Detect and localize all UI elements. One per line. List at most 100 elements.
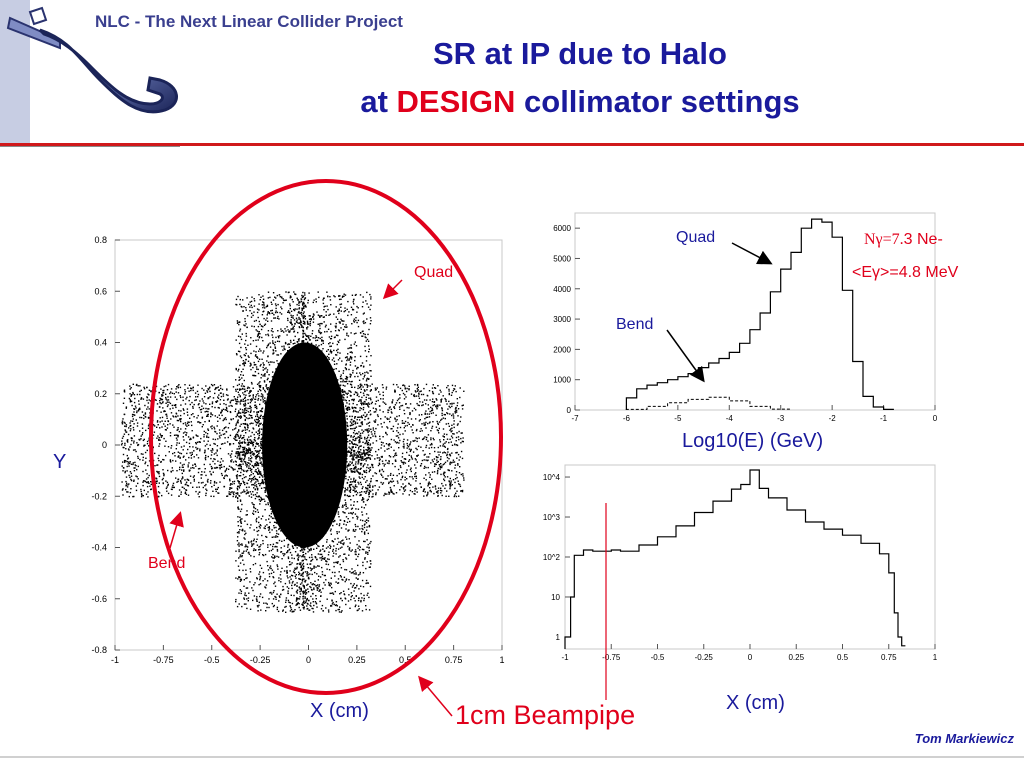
scatter-point — [402, 392, 405, 395]
scatter-point — [447, 469, 449, 471]
scatter-point — [365, 469, 368, 472]
scatter-point — [440, 456, 442, 458]
scatter-point — [389, 486, 392, 489]
scatter-point — [281, 540, 283, 542]
scatter-point — [145, 478, 148, 480]
scatter-point — [450, 428, 452, 430]
scatter-point — [379, 469, 381, 471]
scatter-point — [430, 462, 432, 464]
scatter-point — [338, 370, 340, 372]
scatter-point — [236, 470, 239, 473]
scatter-point — [424, 418, 426, 420]
scatter-point — [457, 480, 459, 482]
scatter-point — [207, 455, 209, 458]
scatter-point — [219, 447, 222, 450]
scatter-point — [251, 431, 253, 434]
scatter-point — [319, 316, 321, 318]
scatter-point — [370, 428, 372, 430]
scatter-point — [396, 399, 399, 402]
scatter-point — [356, 305, 358, 308]
scatter-point — [255, 484, 258, 486]
scatter-point — [345, 405, 347, 407]
scatter-point — [386, 462, 389, 464]
scatter-point — [426, 436, 428, 439]
scatter-point — [154, 398, 156, 401]
scatter-point — [214, 463, 216, 465]
scatter-point — [386, 478, 388, 480]
scatter-point — [246, 423, 248, 425]
scatter-point — [249, 391, 251, 393]
scatter-point — [181, 464, 184, 466]
scatter-point — [387, 411, 389, 414]
scatter-point — [256, 479, 259, 481]
scatter-point — [216, 488, 218, 490]
scatter-point — [390, 446, 392, 448]
scatter-point — [214, 443, 216, 445]
scatter-point — [138, 438, 140, 441]
scatter-point — [230, 483, 232, 485]
scatter-point — [190, 438, 192, 440]
scatter-point — [124, 430, 127, 432]
scatter-point — [359, 407, 361, 409]
scatter-point — [131, 415, 134, 418]
scatter-point — [221, 429, 224, 432]
scatter-point — [443, 413, 445, 416]
scatter-point — [419, 401, 421, 403]
scatter-point — [341, 391, 344, 393]
scatter-point — [127, 461, 130, 463]
scatter-point — [302, 562, 305, 565]
scatter-point — [448, 458, 450, 460]
scatter-point — [245, 307, 247, 309]
scatter-point — [129, 401, 132, 403]
scatter-point — [174, 404, 177, 407]
scatter-point — [427, 459, 429, 461]
scatter-point — [227, 436, 229, 439]
scatter-point — [374, 433, 376, 435]
scatter-point — [443, 433, 446, 435]
scatter-point — [352, 456, 354, 458]
scatter-point — [409, 443, 411, 445]
scatter-point — [395, 452, 397, 454]
scatter-point — [280, 313, 283, 315]
scatter-point — [221, 409, 223, 411]
scatter-point — [449, 403, 451, 405]
scatter-point — [217, 397, 220, 399]
scatter-point — [229, 493, 232, 496]
scatter-point — [359, 491, 361, 494]
scatter-point — [429, 410, 431, 413]
scatter-point — [180, 491, 182, 493]
scatter-point — [424, 491, 426, 493]
scatter-point — [346, 424, 349, 426]
scatter-point — [230, 418, 232, 420]
scatter-point — [133, 495, 135, 498]
scatter-point — [342, 372, 344, 374]
scatter-point — [223, 399, 225, 401]
scatter-point — [180, 446, 183, 448]
scatter-point — [460, 432, 462, 434]
scatter-point — [188, 456, 190, 459]
scatter-point — [255, 354, 257, 356]
scatter-point — [144, 480, 146, 482]
scatter-point — [435, 414, 437, 416]
scatter-point — [445, 495, 447, 497]
scatter-point — [160, 460, 162, 463]
scatter-point — [353, 427, 355, 430]
scatter-point — [172, 452, 174, 455]
scatter-point — [370, 399, 372, 401]
scatter-point — [333, 349, 335, 352]
scatter-point — [150, 483, 152, 486]
scatter-point — [367, 333, 369, 336]
scatter-point — [439, 489, 442, 492]
header-rule-gray — [0, 146, 180, 147]
scatter-point — [445, 400, 447, 402]
scatter-point — [416, 388, 418, 390]
scatter-point — [243, 393, 245, 396]
scatter-point — [397, 482, 399, 484]
scatter-point — [199, 422, 202, 424]
scatter-point — [393, 485, 395, 487]
scatter-point — [216, 425, 218, 427]
scatter-point — [365, 522, 368, 524]
scatter-point — [391, 401, 393, 403]
scatter-point — [203, 452, 206, 454]
scatter-point — [369, 490, 372, 493]
